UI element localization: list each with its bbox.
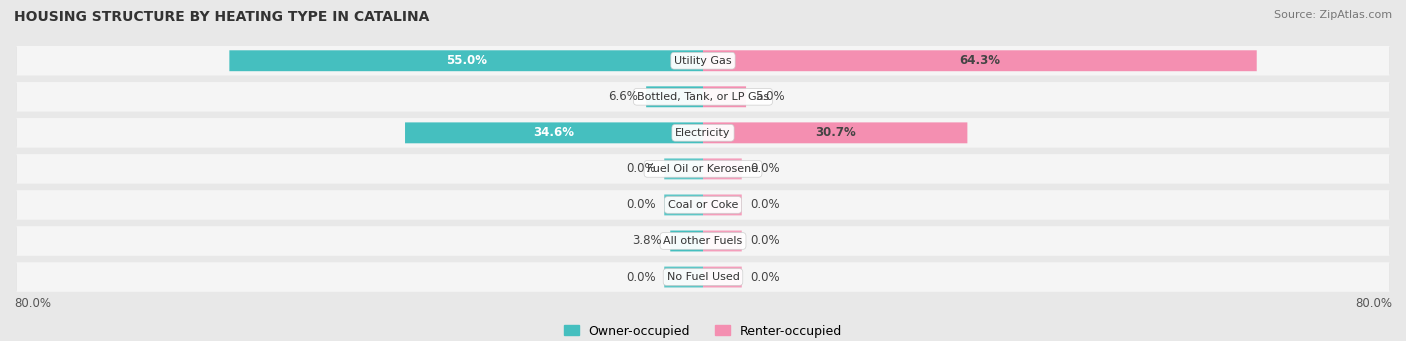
Text: 0.0%: 0.0% [626,162,655,175]
Text: 0.0%: 0.0% [751,162,780,175]
FancyBboxPatch shape [703,194,742,216]
Text: 0.0%: 0.0% [626,198,655,211]
FancyBboxPatch shape [671,231,703,251]
FancyBboxPatch shape [703,231,742,251]
Text: Fuel Oil or Kerosene: Fuel Oil or Kerosene [647,164,759,174]
FancyBboxPatch shape [664,194,703,216]
FancyBboxPatch shape [17,227,1389,255]
Text: 80.0%: 80.0% [14,297,51,310]
FancyBboxPatch shape [17,82,1389,112]
FancyBboxPatch shape [17,191,1389,219]
Text: 0.0%: 0.0% [626,270,655,283]
FancyBboxPatch shape [17,154,1389,184]
Text: Bottled, Tank, or LP Gas: Bottled, Tank, or LP Gas [637,92,769,102]
Text: No Fuel Used: No Fuel Used [666,272,740,282]
Text: 34.6%: 34.6% [533,127,575,139]
FancyBboxPatch shape [17,226,1389,256]
FancyBboxPatch shape [664,159,703,179]
FancyBboxPatch shape [17,262,1389,292]
Text: 3.8%: 3.8% [633,235,662,248]
Text: 5.0%: 5.0% [755,90,785,103]
Text: Utility Gas: Utility Gas [675,56,731,66]
FancyBboxPatch shape [647,86,703,107]
FancyBboxPatch shape [17,83,1389,110]
FancyBboxPatch shape [664,267,703,287]
Text: 0.0%: 0.0% [751,198,780,211]
FancyBboxPatch shape [17,263,1389,291]
Text: 80.0%: 80.0% [1355,297,1392,310]
Text: Coal or Coke: Coal or Coke [668,200,738,210]
Text: 55.0%: 55.0% [446,54,486,67]
FancyBboxPatch shape [17,118,1389,148]
Text: HOUSING STRUCTURE BY HEATING TYPE IN CATALINA: HOUSING STRUCTURE BY HEATING TYPE IN CAT… [14,10,429,24]
FancyBboxPatch shape [17,190,1389,220]
FancyBboxPatch shape [229,50,703,71]
Text: Electricity: Electricity [675,128,731,138]
FancyBboxPatch shape [17,47,1389,74]
FancyBboxPatch shape [703,159,742,179]
FancyBboxPatch shape [703,86,747,107]
FancyBboxPatch shape [703,50,1257,71]
FancyBboxPatch shape [17,155,1389,182]
Text: All other Fuels: All other Fuels [664,236,742,246]
FancyBboxPatch shape [17,119,1389,147]
Text: 64.3%: 64.3% [959,54,1000,67]
Text: 0.0%: 0.0% [751,270,780,283]
Text: 30.7%: 30.7% [815,127,856,139]
Legend: Owner-occupied, Renter-occupied: Owner-occupied, Renter-occupied [558,320,848,341]
Text: 6.6%: 6.6% [607,90,637,103]
FancyBboxPatch shape [703,122,967,143]
Text: 0.0%: 0.0% [751,235,780,248]
Text: Source: ZipAtlas.com: Source: ZipAtlas.com [1274,10,1392,20]
FancyBboxPatch shape [703,267,742,287]
FancyBboxPatch shape [405,122,703,143]
FancyBboxPatch shape [17,46,1389,75]
